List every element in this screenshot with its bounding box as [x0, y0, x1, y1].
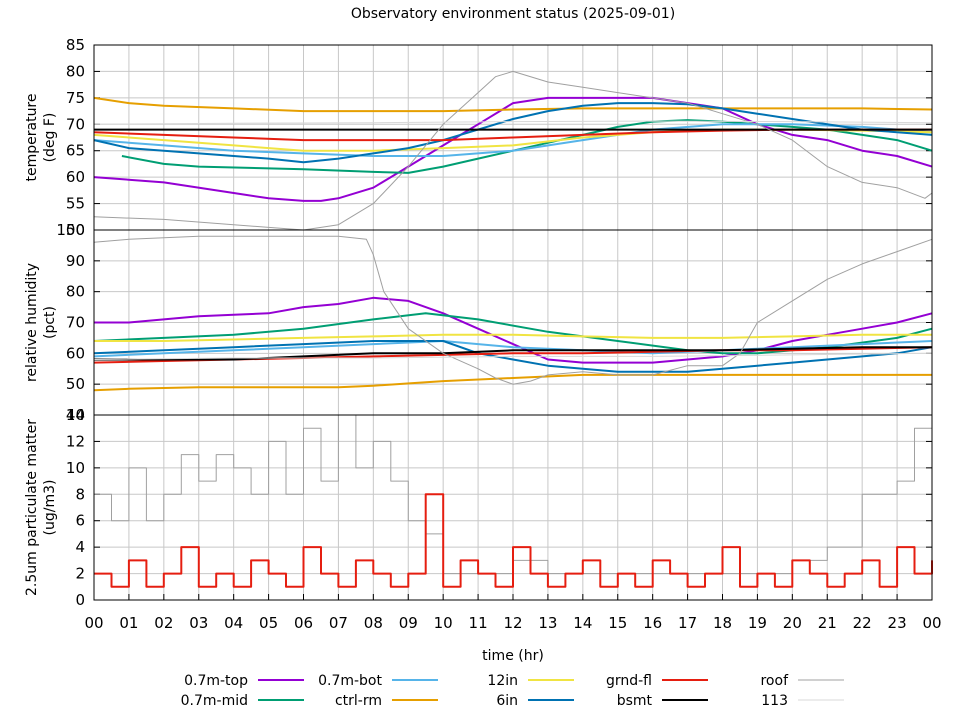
- legend-label: 113: [761, 693, 788, 709]
- series-line-temperature-113: [93, 120, 933, 125]
- series-line-humidity-0-7m-top: [94, 296, 933, 364]
- series-line-temperature-0-7m-bot: [93, 123, 933, 157]
- y-tick-label: 100: [56, 221, 85, 239]
- legend-label: 12in: [487, 673, 518, 689]
- x-tick-label: 13: [538, 614, 557, 632]
- x-tick-label: 23: [888, 614, 907, 632]
- series-line-humidity-roof: [93, 235, 933, 385]
- legend-item: roof: [760, 673, 844, 689]
- x-tick-label: 03: [189, 614, 208, 632]
- legend-label: 0.7m-top: [184, 673, 248, 689]
- legend-item: bsmt: [617, 693, 708, 709]
- x-tick-label: 09: [399, 614, 418, 632]
- legend-label: 0.7m-mid: [181, 693, 248, 709]
- series-line-temperature-0-7m-top: [93, 96, 933, 202]
- y-axis-title: (pct): [42, 306, 58, 339]
- y-tick-label: 4: [75, 538, 85, 556]
- x-tick-label: 21: [818, 614, 837, 632]
- legend-item: 0.7m-mid: [181, 693, 304, 709]
- y-tick-label: 85: [66, 36, 85, 54]
- legend: 0.7m-top 0.7m-mid 0.7m-bot ctrl-rm 12in 6in gr…: [181, 673, 844, 709]
- x-tick-label: 02: [154, 614, 173, 632]
- x-tick-label: 00: [922, 614, 941, 632]
- x-tick-label: 00: [84, 614, 103, 632]
- legend-item: ctrl-rm: [335, 693, 438, 709]
- chart-title: Observatory environment status (2025-09-…: [351, 6, 675, 22]
- y-tick-label: 50: [66, 375, 85, 393]
- legend-item: 113: [761, 693, 844, 709]
- series-line-temperature-ctrl-rm: [93, 96, 933, 113]
- x-tick-label: 20: [783, 614, 802, 632]
- x-tick-label: 06: [294, 614, 313, 632]
- y-tick-label: 55: [66, 195, 85, 213]
- legend-label: grnd-fl: [606, 673, 652, 689]
- x-tick-label: 14: [573, 614, 592, 632]
- legend-label: 6in: [496, 693, 518, 709]
- y-tick-label: 6: [75, 512, 85, 530]
- series-line-humidity-12in: [94, 333, 932, 342]
- x-tick-label: 08: [364, 614, 383, 632]
- series-line-humidity-6in: [93, 340, 933, 373]
- panel-humidity: 40 50 60 70 80 90 100 relative humidity (pct): [24, 221, 933, 424]
- series-line-humidity-ctrl-rm: [93, 373, 932, 392]
- y-tick-label: 65: [66, 142, 85, 160]
- y-tick-label: 70: [66, 115, 85, 133]
- x-tick-label: 18: [713, 614, 732, 632]
- y-tick-label: 2: [75, 565, 85, 583]
- legend-label: bsmt: [617, 693, 653, 709]
- legend-item: 6in: [496, 693, 574, 709]
- x-tick-label: 15: [608, 614, 627, 632]
- series-line-temperature-6in: [93, 102, 933, 164]
- y-tick-label: 75: [66, 89, 85, 107]
- x-tick-label: 12: [503, 614, 522, 632]
- series-line-temperature-roof: [93, 70, 933, 231]
- legend-label: roof: [760, 673, 789, 689]
- x-tick-label: 22: [853, 614, 872, 632]
- y-tick-label: 60: [66, 344, 85, 362]
- y-tick-label: 80: [66, 62, 85, 80]
- x-tick-label: 01: [119, 614, 138, 632]
- x-tick-label: 19: [748, 614, 767, 632]
- y-tick-label: 14: [66, 406, 85, 424]
- series-line-pm25-grnd-fl: [94, 493, 933, 588]
- y-tick-label: 70: [66, 314, 85, 332]
- y-axis-title: 2.5um particulate matter: [24, 419, 40, 596]
- x-tick-label: 16: [643, 614, 662, 632]
- x-tick-label: 17: [678, 614, 697, 632]
- legend-item: 0.7m-top: [184, 673, 304, 689]
- series-line-humidity-0-7m-bot: [93, 340, 933, 358]
- y-tick-label: 0: [75, 591, 85, 609]
- y-axis-title: relative humidity: [24, 263, 40, 382]
- y-tick-label: 12: [66, 432, 85, 450]
- x-tick-label: 04: [224, 614, 243, 632]
- x-tick-label: 05: [259, 614, 278, 632]
- legend-item: grnd-fl: [606, 673, 708, 689]
- x-tick-label: 10: [434, 614, 453, 632]
- y-tick-label: 10: [66, 459, 85, 477]
- panel-temperature: 50 55 60 65 70 75 80 85 temperature (deg F): [24, 36, 933, 239]
- x-axis-title: time (hr): [482, 648, 544, 664]
- y-axis-title: (ug/m3): [42, 480, 58, 536]
- legend-label: 0.7m-bot: [318, 673, 382, 689]
- series-line-humidity-bsmt: [94, 346, 932, 361]
- legend-label: ctrl-rm: [335, 693, 382, 709]
- y-tick-label: 50: [66, 221, 85, 239]
- x-tick-label: 07: [329, 614, 348, 632]
- y-axis-title: (deg F): [42, 113, 58, 163]
- series-line-humidity-113: [93, 352, 933, 360]
- x-axis: 00 01 02 03 04 05 06 07 08 09 10 11 12 13 14 15 16 17 18 19…: [84, 594, 942, 632]
- y-tick-label: 60: [66, 168, 85, 186]
- y-tick-label: 8: [75, 485, 85, 503]
- x-tick-label: 11: [469, 614, 488, 632]
- y-tick-label: 80: [66, 283, 85, 301]
- y-axis-title: temperature: [24, 94, 40, 182]
- legend-item: 12in: [487, 673, 574, 689]
- panel-pm25: 0 2 4 6 8 10 12 14 2.5um particulate matter (ug/m…: [24, 406, 933, 609]
- y-tick-label: 90: [66, 252, 85, 270]
- legend-item: 0.7m-bot: [318, 673, 438, 689]
- y-tick-label: 40: [66, 406, 85, 424]
